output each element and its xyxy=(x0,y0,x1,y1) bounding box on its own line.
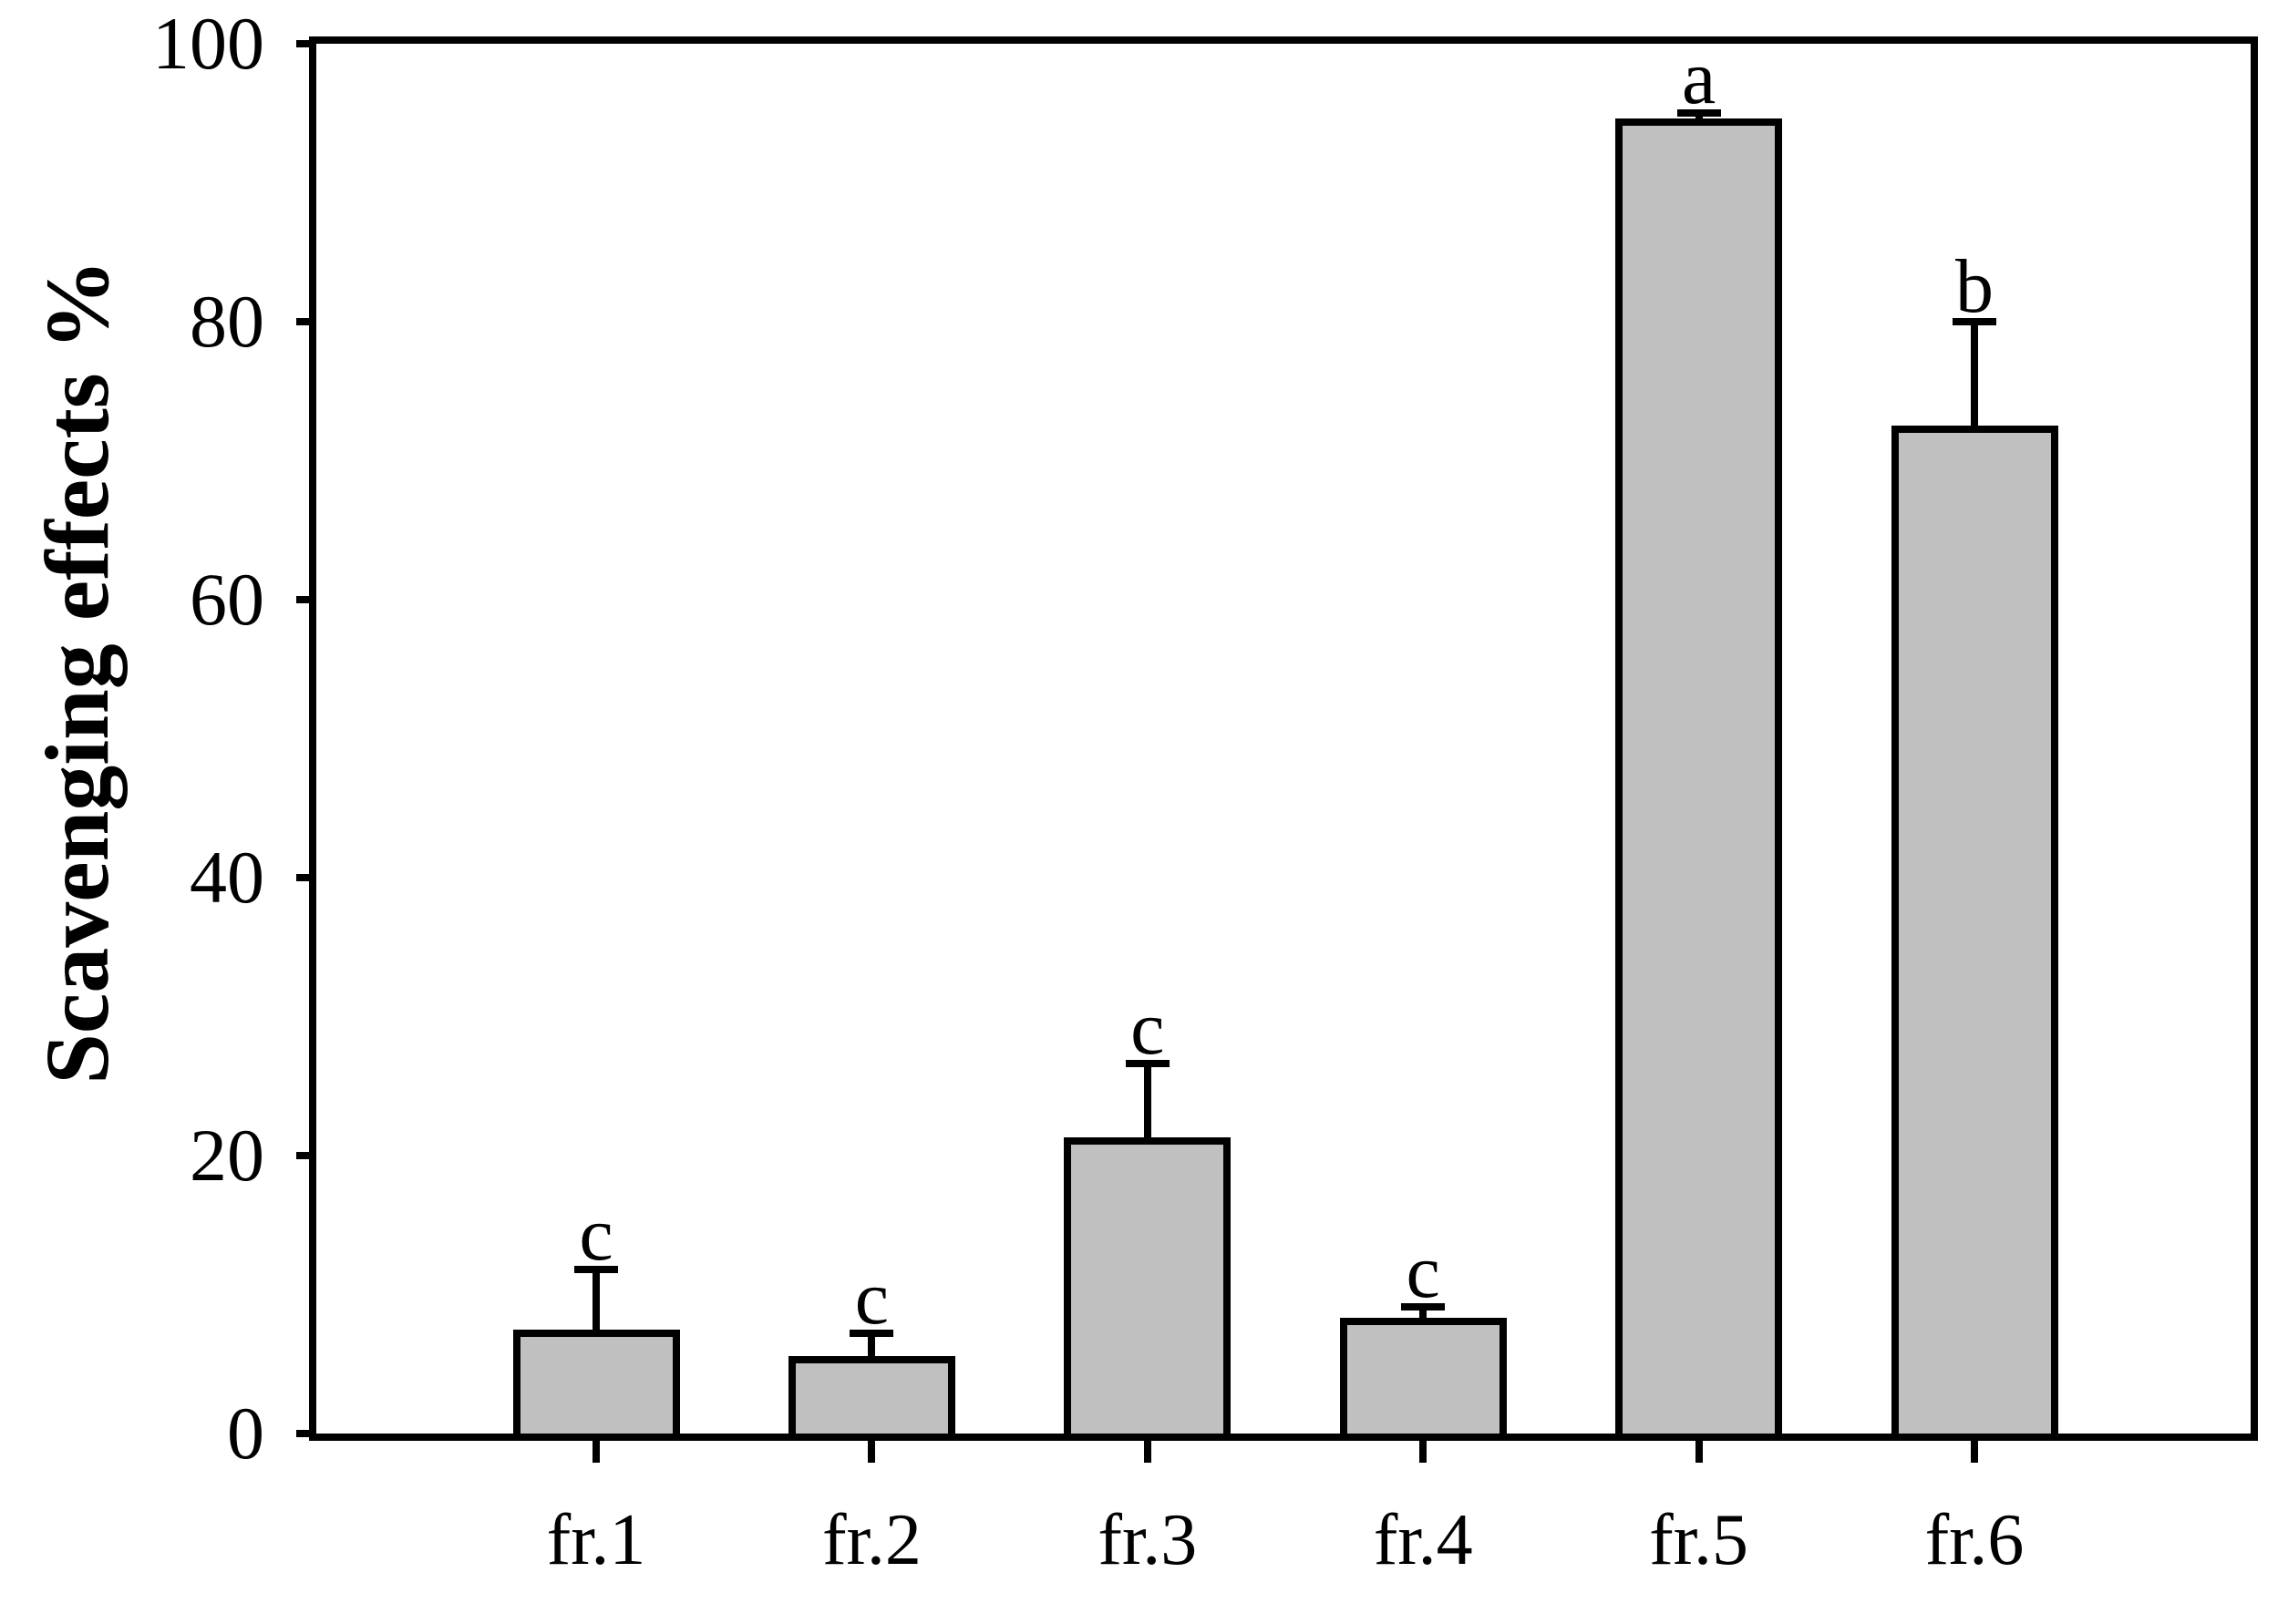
error-whisker-fr.6 xyxy=(1971,322,1978,427)
error-cap-fr.1 xyxy=(574,1266,618,1274)
y-tick-label-100: 100 xyxy=(152,2,264,85)
error-whisker-fr.3 xyxy=(1143,1064,1151,1138)
y-tick-40 xyxy=(296,874,316,881)
significance-letter-fr.6: b xyxy=(1955,244,1994,329)
bar-fr.2 xyxy=(788,1355,955,1434)
y-tick-60 xyxy=(296,596,316,603)
x-tick-label-fr.3: fr.3 xyxy=(1098,1500,1198,1580)
error-cap-fr.3 xyxy=(1125,1060,1170,1068)
bar-fr.1 xyxy=(512,1329,680,1434)
error-cap-fr.5 xyxy=(1676,109,1721,118)
error-whisker-fr.4 xyxy=(1419,1307,1427,1319)
significance-letter-fr.5: a xyxy=(1681,36,1716,121)
bar-fr.3 xyxy=(1064,1137,1232,1434)
bar-fr.4 xyxy=(1339,1318,1507,1434)
x-tick-label-fr.4: fr.4 xyxy=(1373,1500,1473,1580)
significance-letter-fr.1: c xyxy=(579,1192,613,1278)
x-tick-label-fr.5: fr.5 xyxy=(1649,1500,1749,1580)
y-tick-label-40: 40 xyxy=(190,836,264,919)
y-tick-80 xyxy=(296,318,316,325)
x-tick-fr.6 xyxy=(1971,1441,1978,1463)
x-tick-fr.2 xyxy=(868,1441,876,1463)
y-tick-0 xyxy=(296,1430,316,1437)
y-tick-label-0: 0 xyxy=(227,1392,264,1475)
x-tick-label-fr.2: fr.2 xyxy=(821,1500,922,1580)
x-tick-fr.4 xyxy=(1419,1441,1427,1463)
y-tick-label-80: 80 xyxy=(190,280,264,363)
y-tick-20 xyxy=(296,1152,316,1159)
plot-area-frame xyxy=(309,36,2258,1441)
bar-fr.6 xyxy=(1891,426,2058,1434)
y-tick-100 xyxy=(296,40,316,47)
significance-letter-fr.3: c xyxy=(1130,986,1165,1072)
y-tick-label-20: 20 xyxy=(190,1114,264,1197)
error-cap-fr.2 xyxy=(850,1330,894,1338)
x-tick-fr.3 xyxy=(1143,1441,1151,1463)
error-whisker-fr.2 xyxy=(868,1333,876,1356)
error-cap-fr.6 xyxy=(1953,318,1996,325)
x-tick-fr.1 xyxy=(593,1441,600,1463)
x-tick-label-fr.1: fr.1 xyxy=(546,1500,646,1580)
x-tick-fr.5 xyxy=(1695,1441,1703,1463)
significance-letter-fr.2: c xyxy=(854,1256,890,1341)
x-tick-label-fr.6: fr.6 xyxy=(1924,1500,2025,1580)
error-whisker-fr.1 xyxy=(593,1269,600,1330)
bar-fr.5 xyxy=(1615,118,1783,1434)
significance-letter-fr.4: c xyxy=(1406,1229,1440,1315)
y-tick-label-60: 60 xyxy=(190,558,264,641)
error-cap-fr.4 xyxy=(1401,1303,1446,1311)
